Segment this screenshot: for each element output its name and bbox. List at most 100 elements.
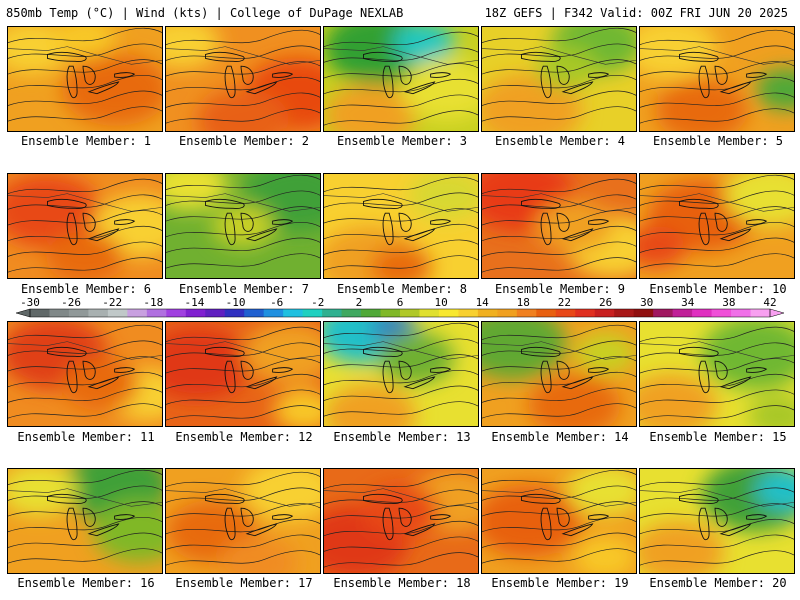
great-lakes-outline <box>679 198 719 209</box>
chart-title: 850mb Temp (°C) | Wind (kts) | College o… <box>6 6 404 20</box>
height-contour <box>324 110 478 126</box>
great-lakes-outline <box>398 65 412 85</box>
height-contour <box>324 63 478 79</box>
temperature-blob <box>196 89 290 131</box>
height-contour <box>166 76 320 93</box>
great-lakes-outline <box>66 360 78 394</box>
temperature-blob <box>401 58 478 121</box>
colorbar-swatch <box>185 309 206 317</box>
colorbar-swatch <box>244 309 265 317</box>
ensemble-member-label: Ensemble Member: 1 <box>20 134 152 148</box>
colorbar-swatch <box>497 309 518 317</box>
temperature-field <box>324 469 478 573</box>
great-lakes-outline <box>714 507 728 527</box>
temperature-field <box>482 469 636 573</box>
ensemble-member-map <box>481 26 637 132</box>
height-contour <box>640 373 794 390</box>
height-contour <box>482 178 636 195</box>
great-lakes-outline <box>87 376 120 390</box>
great-lakes-outline <box>114 514 136 520</box>
great-lakes-outline <box>398 360 412 380</box>
colorbar-swatch <box>438 309 459 317</box>
great-lakes-outline <box>540 360 552 394</box>
temperature-blob <box>61 53 162 126</box>
height-contour <box>8 340 162 356</box>
height-contour <box>8 210 162 226</box>
country-border <box>8 341 162 360</box>
colorbar-outline <box>29 308 771 318</box>
great-lakes-outline <box>398 212 412 232</box>
height-contour <box>324 489 478 505</box>
country-border <box>8 46 162 65</box>
great-lakes-outline <box>561 228 594 242</box>
height-contour <box>166 373 320 390</box>
height-contour <box>324 223 478 240</box>
great-lakes-outline <box>430 219 452 225</box>
height-contour <box>166 190 320 206</box>
colorbar-tick-label: 30 <box>640 296 653 309</box>
height-contour <box>8 501 162 517</box>
height-contour <box>482 387 636 403</box>
colorbar-swatch <box>750 309 771 317</box>
height-contour <box>166 206 320 222</box>
ensemble-member-label: Ensemble Member: 16 <box>17 576 155 590</box>
colorbar-tick-label: -30 <box>20 296 40 309</box>
height-contour <box>482 485 636 501</box>
great-lakes-outline <box>47 198 87 209</box>
height-contour <box>166 326 320 343</box>
height-contour <box>166 237 320 254</box>
great-lakes-outline <box>272 72 294 78</box>
temperature-blob <box>574 332 636 374</box>
colorbar-swatch <box>711 309 732 317</box>
ensemble-member-label: Ensemble Member: 12 <box>175 430 313 444</box>
height-contour <box>8 178 162 195</box>
temperature-field <box>8 322 162 426</box>
temperature-field <box>324 322 478 426</box>
great-lakes-outline <box>382 212 394 246</box>
ensemble-member-map <box>7 26 163 132</box>
great-lakes-outline <box>240 507 254 527</box>
colorbar-swatch <box>575 309 596 317</box>
great-lakes-outline <box>114 219 136 225</box>
height-contour <box>482 371 636 388</box>
colorbar-swatch <box>263 309 284 317</box>
colorbar-tick-label: 42 <box>763 296 776 309</box>
colorbar-swatch <box>458 309 479 317</box>
great-lakes-outline <box>272 514 294 520</box>
height-contour <box>324 208 478 224</box>
colorbar-swatch <box>107 309 128 317</box>
ensemble-member-label: Ensemble Member: 14 <box>491 430 629 444</box>
height-contour <box>640 342 794 358</box>
country-border <box>8 488 162 507</box>
great-lakes-outline <box>588 72 610 78</box>
country-border <box>640 193 794 212</box>
height-contour <box>324 401 478 417</box>
great-lakes-outline <box>205 51 245 62</box>
temperature-blob <box>54 27 116 59</box>
ensemble-member-label: Ensemble Member: 8 <box>336 282 468 296</box>
height-contour <box>8 517 162 533</box>
great-lakes-outline <box>719 376 752 390</box>
temperature-blob <box>243 322 320 385</box>
height-contour <box>482 548 636 564</box>
colorbar-swatch <box>127 309 148 317</box>
great-lakes-outline <box>47 493 87 504</box>
great-lakes-outline <box>698 507 710 541</box>
temperature-blob <box>166 327 251 400</box>
country-border <box>166 193 320 212</box>
great-lakes-outline <box>382 65 394 99</box>
great-lakes-outline <box>698 65 710 99</box>
great-lakes-outline <box>245 81 278 95</box>
colorbar-tick-label: -18 <box>143 296 163 309</box>
great-lakes-outline <box>245 228 278 242</box>
great-lakes-outline <box>719 523 752 537</box>
height-contour <box>640 92 794 108</box>
colorbar-swatch <box>477 309 498 317</box>
height-contour <box>640 237 794 254</box>
temperature-blob <box>724 174 794 226</box>
great-lakes-outline <box>363 493 403 504</box>
temperature-field <box>482 322 636 426</box>
ensemble-member-label: Ensemble Member: 19 <box>491 576 629 590</box>
height-contour <box>8 194 162 210</box>
great-lakes-outline <box>679 51 719 62</box>
